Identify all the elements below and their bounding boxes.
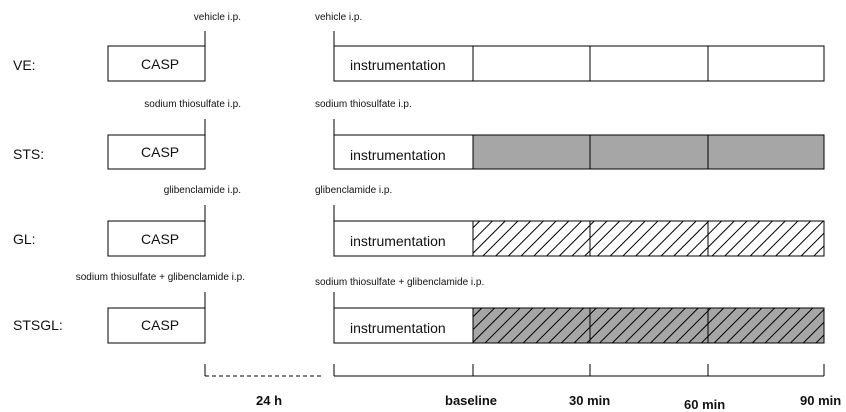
group-label-stsgl: STSGL: [13,317,63,333]
instrumentation-box-stsgl [333,307,474,344]
casp-box-gl [107,220,206,257]
pre-note-sts: sodium thiosulfate i.p. [144,99,241,110]
axis-tick-30min: 30 min [569,393,611,408]
pre-note-stsgl: sodium thiosulfate + glibenclamide i.p. [75,272,245,283]
measurement-segment-stsgl-1 [472,307,591,344]
instr-text-sts: instrumentation [350,147,446,163]
group-label-ve: VE: [13,57,36,73]
axis-gap-label: 24 h [256,393,283,408]
casp-text-stsgl: CASP [141,317,180,333]
post-note-gl: glibenclamide i.p. [315,185,393,196]
group-label-gl: GL: [13,231,36,247]
instrumentation-box-ve [333,45,474,82]
measurement-segment-sts-3 [707,134,825,170]
casp-box-sts [107,134,206,170]
casp-box-ve [107,45,206,82]
measurement-segment-sts-1 [472,134,591,170]
instr-text-gl: instrumentation [350,233,446,249]
axis-tick-60min: 60 min [684,397,726,412]
axis-tick-baseline: baseline [445,393,498,408]
casp-text-gl: CASP [141,231,180,247]
measurement-segment-gl-2 [589,220,709,257]
measurement-segment-stsgl-3 [707,307,825,344]
measurement-segment-ve-1 [472,45,591,82]
instrumentation-box-gl [333,220,474,257]
measurement-segment-ve-2 [589,45,709,82]
measurement-segment-gl-3 [707,220,825,257]
post-note-ve: vehicle i.p. [315,12,363,23]
measurement-segment-sts-2 [589,134,709,170]
post-note-stsgl: sodium thiosulfate + glibenclamide i.p. [315,277,485,288]
instr-text-stsgl: instrumentation [350,320,446,336]
measurement-segment-gl-1 [472,220,591,257]
measurement-segment-ve-3 [707,45,825,82]
post-note-sts: sodium thiosulfate i.p. [315,99,412,110]
casp-text-ve: CASP [141,56,180,72]
pre-note-ve: vehicle i.p. [193,12,241,23]
measurement-segment-stsgl-2 [589,307,709,344]
group-label-sts: STS: [13,146,45,162]
axis-tick-90min: 90 min [800,393,842,408]
casp-box-stsgl [107,307,206,344]
instr-text-ve: instrumentation [350,57,446,73]
casp-text-sts: CASP [141,144,180,160]
pre-note-gl: glibenclamide i.p. [163,185,241,196]
